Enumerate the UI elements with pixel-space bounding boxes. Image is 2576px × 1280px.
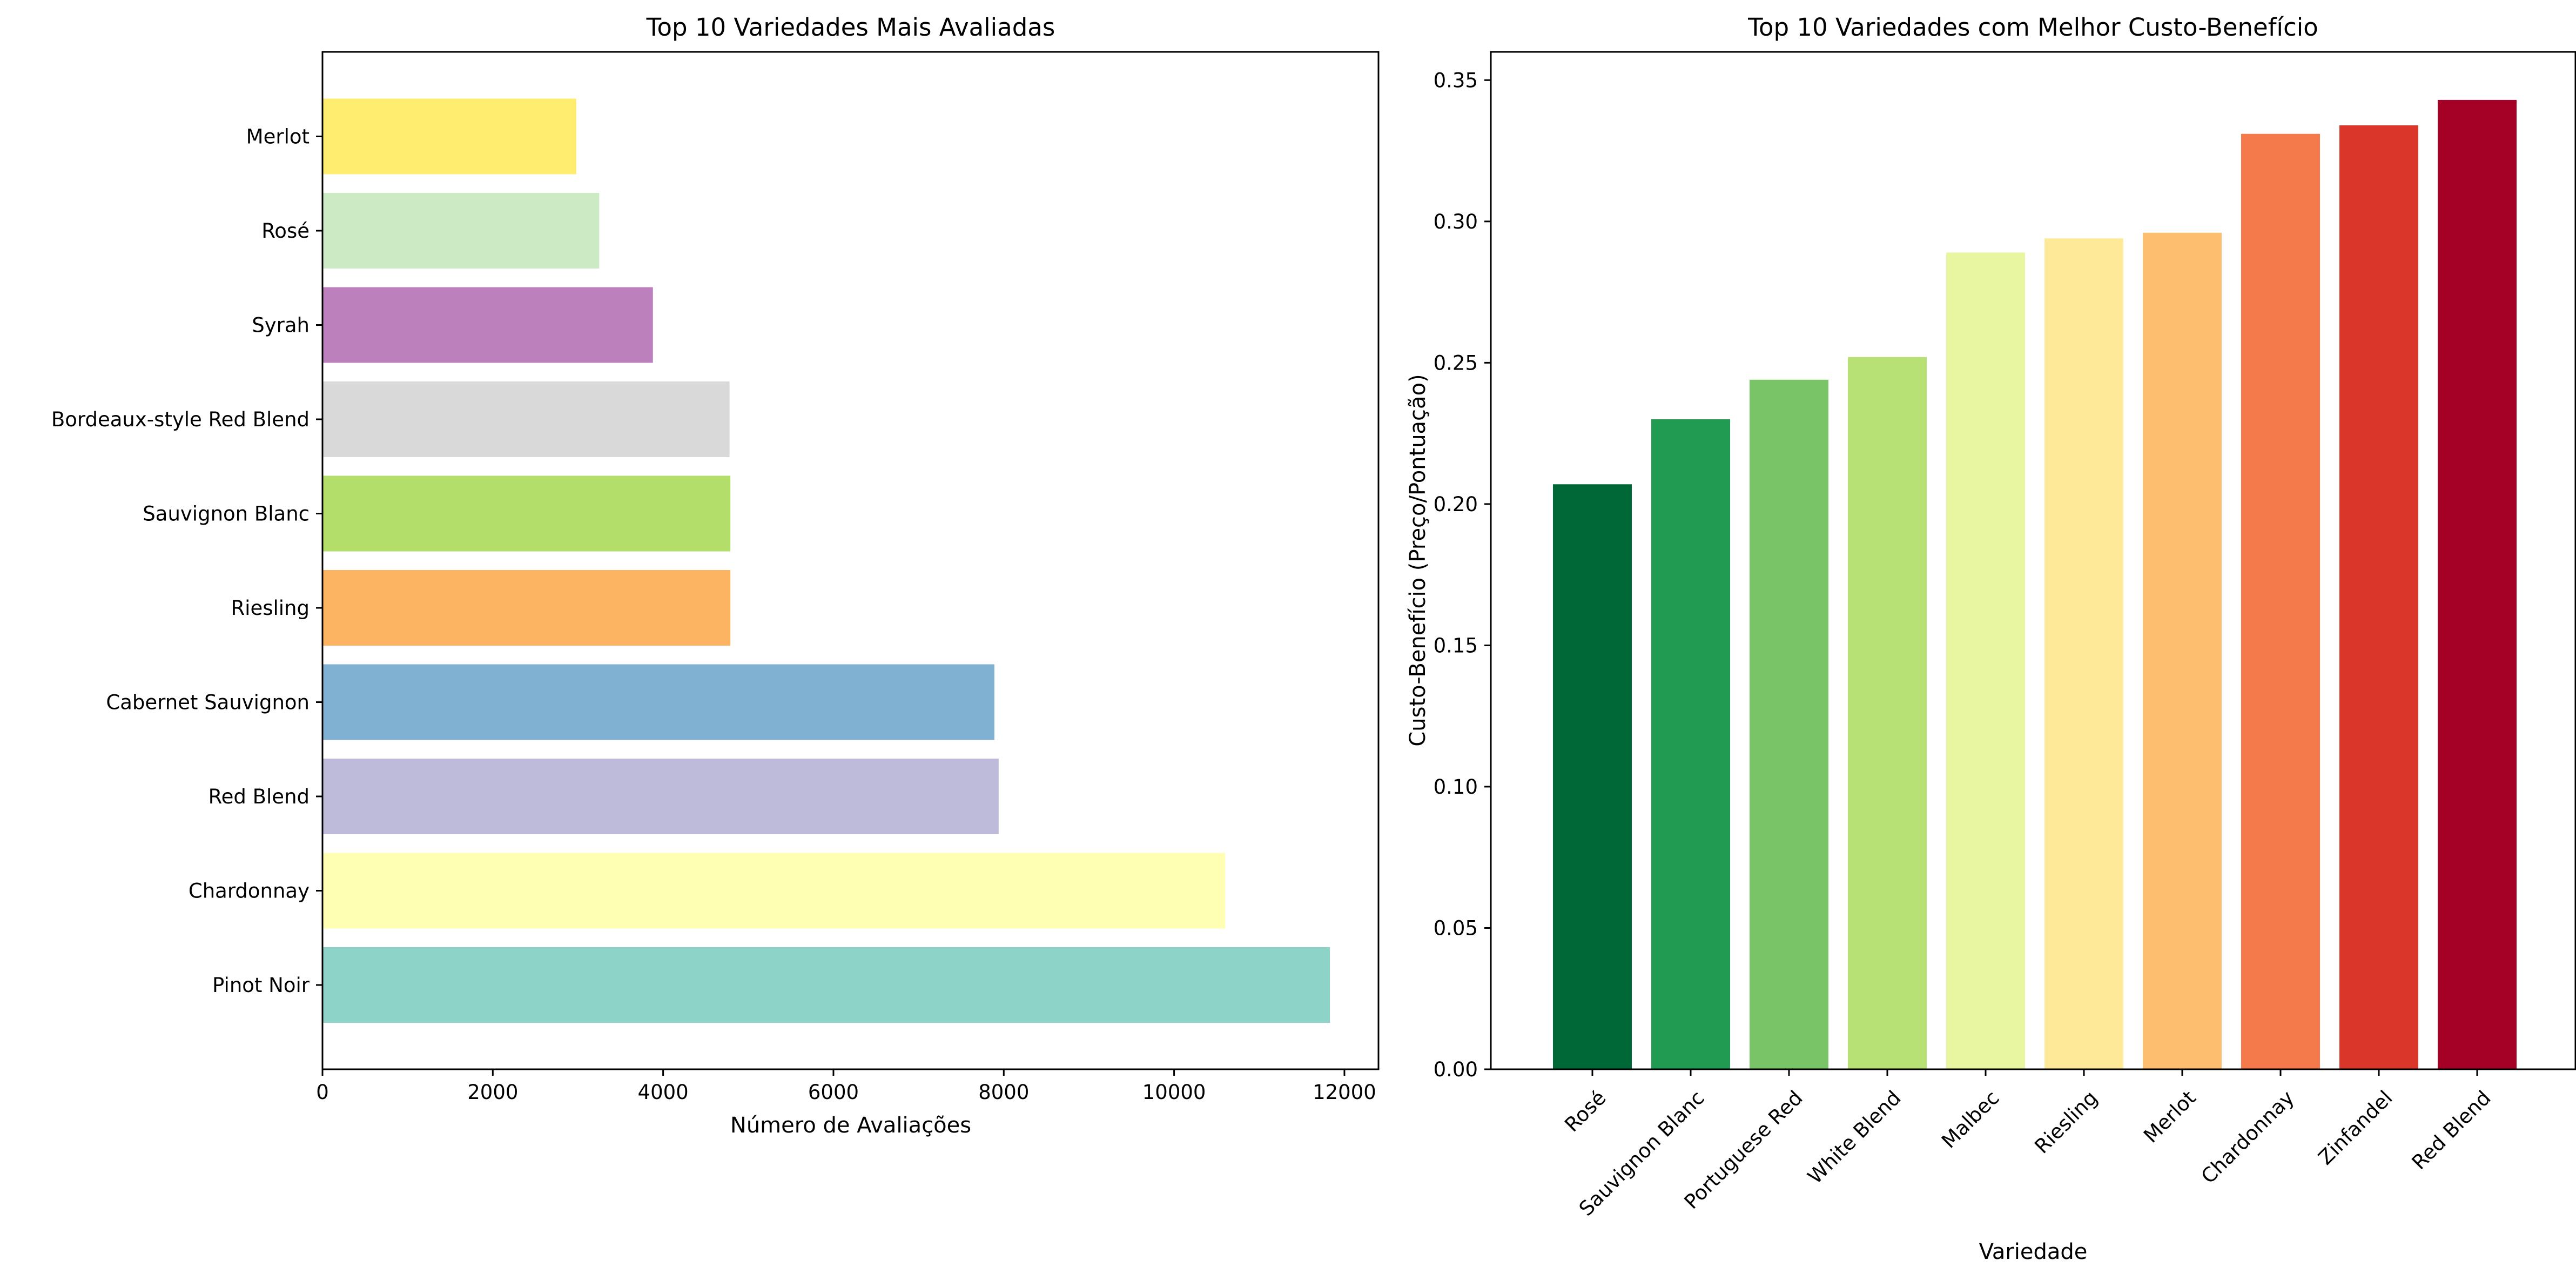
- bar: [322, 759, 999, 834]
- chart-right-x-label: Variedade: [1979, 1239, 2088, 1264]
- bar: [322, 381, 730, 457]
- y-tick-label: 0.00: [1434, 1058, 1478, 1081]
- bar: [2438, 99, 2517, 1070]
- chart-left: Top 10 Variedades Mais Avaliadas Pinot N…: [51, 13, 1380, 1138]
- bar: [1651, 419, 1730, 1070]
- chart-right-y-ticks: 0.00 0.05 0.10 0.15 0.20 0.25 0.30 0.35: [1434, 69, 1491, 1081]
- bar: [322, 98, 576, 175]
- x-tick-label: 8000: [978, 1081, 1029, 1104]
- chart-left-x-ticks: 0 2000 4000 6000 8000 10000 12000: [316, 1069, 1376, 1104]
- y-tick-label: Syrah: [252, 314, 310, 337]
- y-tick-label: Riesling: [231, 597, 310, 620]
- bar: [2339, 125, 2418, 1070]
- bar: [1553, 484, 1632, 1069]
- chart-right-title: Top 10 Variedades com Melhor Custo-Benef…: [1747, 13, 2318, 42]
- y-tick-label: 0.20: [1434, 493, 1478, 516]
- bar: [1946, 252, 2025, 1070]
- bar: [322, 570, 731, 646]
- y-tick-label: 0.30: [1434, 210, 1478, 233]
- bar: [322, 947, 1330, 1023]
- y-tick-label: Red Blend: [208, 785, 310, 808]
- y-tick-label: Cabernet Sauvignon: [106, 691, 310, 714]
- chart-right-y-label: Custo-Benefício (Preço/Pontuação): [1405, 374, 1430, 746]
- chart-left-frame: [321, 51, 1380, 1070]
- bar: [322, 853, 1226, 929]
- bar: [322, 287, 653, 363]
- y-tick-label: 0.35: [1434, 69, 1478, 92]
- y-tick-label: 0.05: [1434, 916, 1478, 940]
- bar: [322, 664, 994, 740]
- y-tick-label: Pinot Noir: [212, 974, 310, 997]
- bar: [1848, 357, 1927, 1069]
- chart-right-bars: [1553, 99, 2517, 1070]
- y-tick-label: Chardonnay: [189, 880, 310, 903]
- bar: [2241, 133, 2320, 1069]
- y-tick-label: Bordeaux-style Red Blend: [51, 408, 310, 431]
- chart-left-title: Top 10 Variedades Mais Avaliadas: [646, 13, 1055, 42]
- bar: [322, 475, 731, 552]
- y-tick-label: Sauvignon Blanc: [143, 502, 310, 526]
- y-tick-label: Merlot: [246, 125, 310, 149]
- x-tick-label: 2000: [467, 1081, 518, 1104]
- chart-right: Top 10 Variedades com Melhor Custo-Benef…: [1405, 13, 2576, 1264]
- y-tick-label: 0.25: [1434, 351, 1478, 374]
- y-tick-label: 0.15: [1434, 634, 1478, 657]
- x-tick-label: 0: [316, 1081, 329, 1104]
- bar: [1750, 379, 1828, 1070]
- bar: [2044, 238, 2123, 1069]
- x-tick-label: 10000: [1142, 1081, 1206, 1104]
- chart-left-bars: [322, 98, 1330, 1023]
- x-tick-label: 4000: [638, 1081, 689, 1104]
- y-tick-label: 0.10: [1434, 775, 1478, 799]
- bar: [2143, 232, 2222, 1069]
- chart-left-y-ticks: Pinot Noir Chardonnay Red Blend Cabernet Sa…: [51, 125, 322, 997]
- x-tick-label: 6000: [808, 1081, 859, 1104]
- y-tick-label: Rosé: [261, 219, 310, 243]
- x-tick-label: 12000: [1313, 1081, 1376, 1104]
- chart-right-frame: [1490, 51, 2576, 1070]
- bar: [322, 193, 600, 269]
- chart-left-x-label: Número de Avaliações: [730, 1113, 971, 1138]
